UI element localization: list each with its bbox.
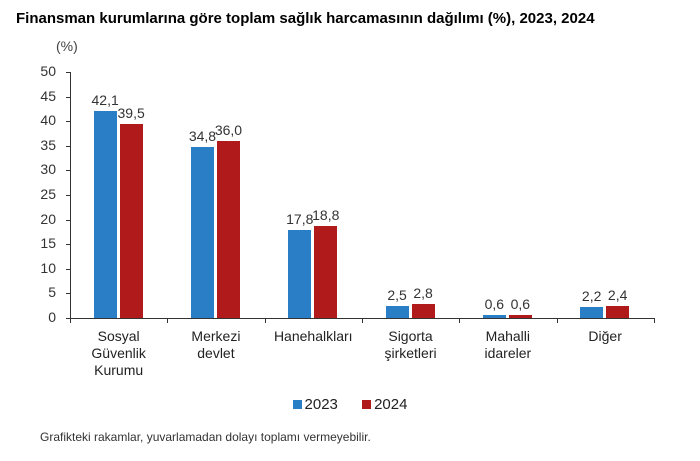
category-label-line: Sosyal: [97, 328, 140, 344]
y-tick-label: 35: [40, 136, 56, 153]
x-tick-mark: [459, 318, 460, 323]
category-label-line: idareler: [484, 345, 532, 361]
bar-2024: [508, 315, 532, 318]
bar-2024: [411, 304, 435, 318]
value-label: 18,8: [312, 206, 340, 223]
category-label-line: Hanehalkları: [273, 328, 353, 344]
legend-swatch-2024: [362, 400, 372, 409]
value-label: 39,5: [117, 104, 145, 121]
category-label-line: Güvenlik: [91, 345, 146, 361]
bar-2024: [606, 306, 630, 318]
category-label: Sigorta şirketleri: [363, 328, 459, 362]
value-label: 2,8: [413, 285, 433, 302]
category-label: Sosyal Güvenlik Kurumu: [71, 328, 167, 379]
legend-item-2024: 2024: [362, 396, 407, 413]
category-label-line: Sigorta: [388, 328, 433, 344]
category-label-line: devlet: [197, 345, 235, 361]
y-tick-label: 40: [40, 112, 56, 129]
legend-item-2023: 2023: [292, 396, 338, 413]
value-label: 0,6: [510, 296, 531, 313]
y-axis-unit: (%): [56, 38, 78, 54]
value-label: 2,4: [607, 287, 628, 304]
value-label: 2,2: [581, 288, 602, 305]
y-tick-mark: [66, 293, 71, 294]
legend-label: 2024: [374, 396, 408, 413]
x-tick-mark: [557, 318, 558, 323]
value-label: 0,6: [484, 296, 505, 313]
y-tick-mark: [66, 121, 71, 122]
legend-swatch-2023: [292, 400, 302, 409]
value-label: 2,5: [387, 286, 407, 303]
category-label: Hanehalkları: [265, 328, 361, 345]
value-label: 36,0: [214, 121, 243, 138]
bar-2023: [190, 146, 214, 318]
y-tick-mark: [66, 146, 71, 147]
bar-2023: [482, 315, 506, 318]
bar-2023: [580, 307, 604, 318]
y-tick-mark: [66, 72, 71, 73]
footnote: Grafikteki rakamlar, yuvarlamadan dolayı…: [40, 430, 371, 444]
category-label-line: Kurumu: [94, 362, 144, 378]
category-label-line: Diğer: [588, 328, 622, 344]
y-tick-label: 10: [40, 259, 56, 276]
y-tick-mark: [66, 269, 71, 270]
y-tick-label: 15: [40, 235, 56, 252]
y-tick-label: 25: [40, 186, 56, 202]
chart-title: Finansman kurumlarına göre toplam sağlık…: [16, 10, 595, 27]
y-tick-mark: [66, 244, 71, 245]
bar-2023: [385, 305, 409, 318]
legend-label: 2023: [304, 396, 338, 413]
bar-2024: [119, 123, 143, 318]
y-tick-mark: [66, 170, 71, 171]
x-tick-mark: [362, 318, 363, 323]
bar-2024: [314, 225, 338, 318]
y-tick-label: 30: [40, 161, 56, 178]
x-tick-mark: [167, 318, 168, 323]
x-tick-mark: [70, 318, 71, 323]
category-label-line: şirketleri: [384, 345, 437, 361]
value-label: 17,8: [286, 211, 314, 228]
x-tick-mark: [654, 318, 655, 323]
y-tick-mark: [66, 97, 71, 98]
y-tick-label: 45: [40, 87, 56, 104]
category-label-line: Mahalli: [485, 328, 531, 344]
bar-2023: [93, 110, 117, 318]
category-label: Diğer: [557, 328, 653, 345]
y-tick-mark: [66, 195, 71, 196]
y-tick-label: 20: [40, 210, 56, 227]
value-label: 34,8: [188, 127, 217, 144]
legend: 2023 2024: [0, 396, 700, 413]
y-tick-label: 5: [48, 284, 56, 301]
category-label-line: Merkezi: [191, 328, 241, 344]
y-tick-label: 50: [40, 63, 56, 79]
bar-2024: [216, 140, 240, 318]
category-label: Merkezi devlet: [168, 328, 264, 362]
y-tick-label: 0: [48, 309, 56, 325]
y-tick-mark: [66, 220, 71, 221]
value-label: 42,1: [91, 91, 119, 108]
x-tick-mark: [265, 318, 266, 323]
y-tick-mark: [66, 318, 71, 319]
bar-2023: [288, 230, 312, 318]
category-label: Mahalli idareler: [460, 328, 556, 362]
